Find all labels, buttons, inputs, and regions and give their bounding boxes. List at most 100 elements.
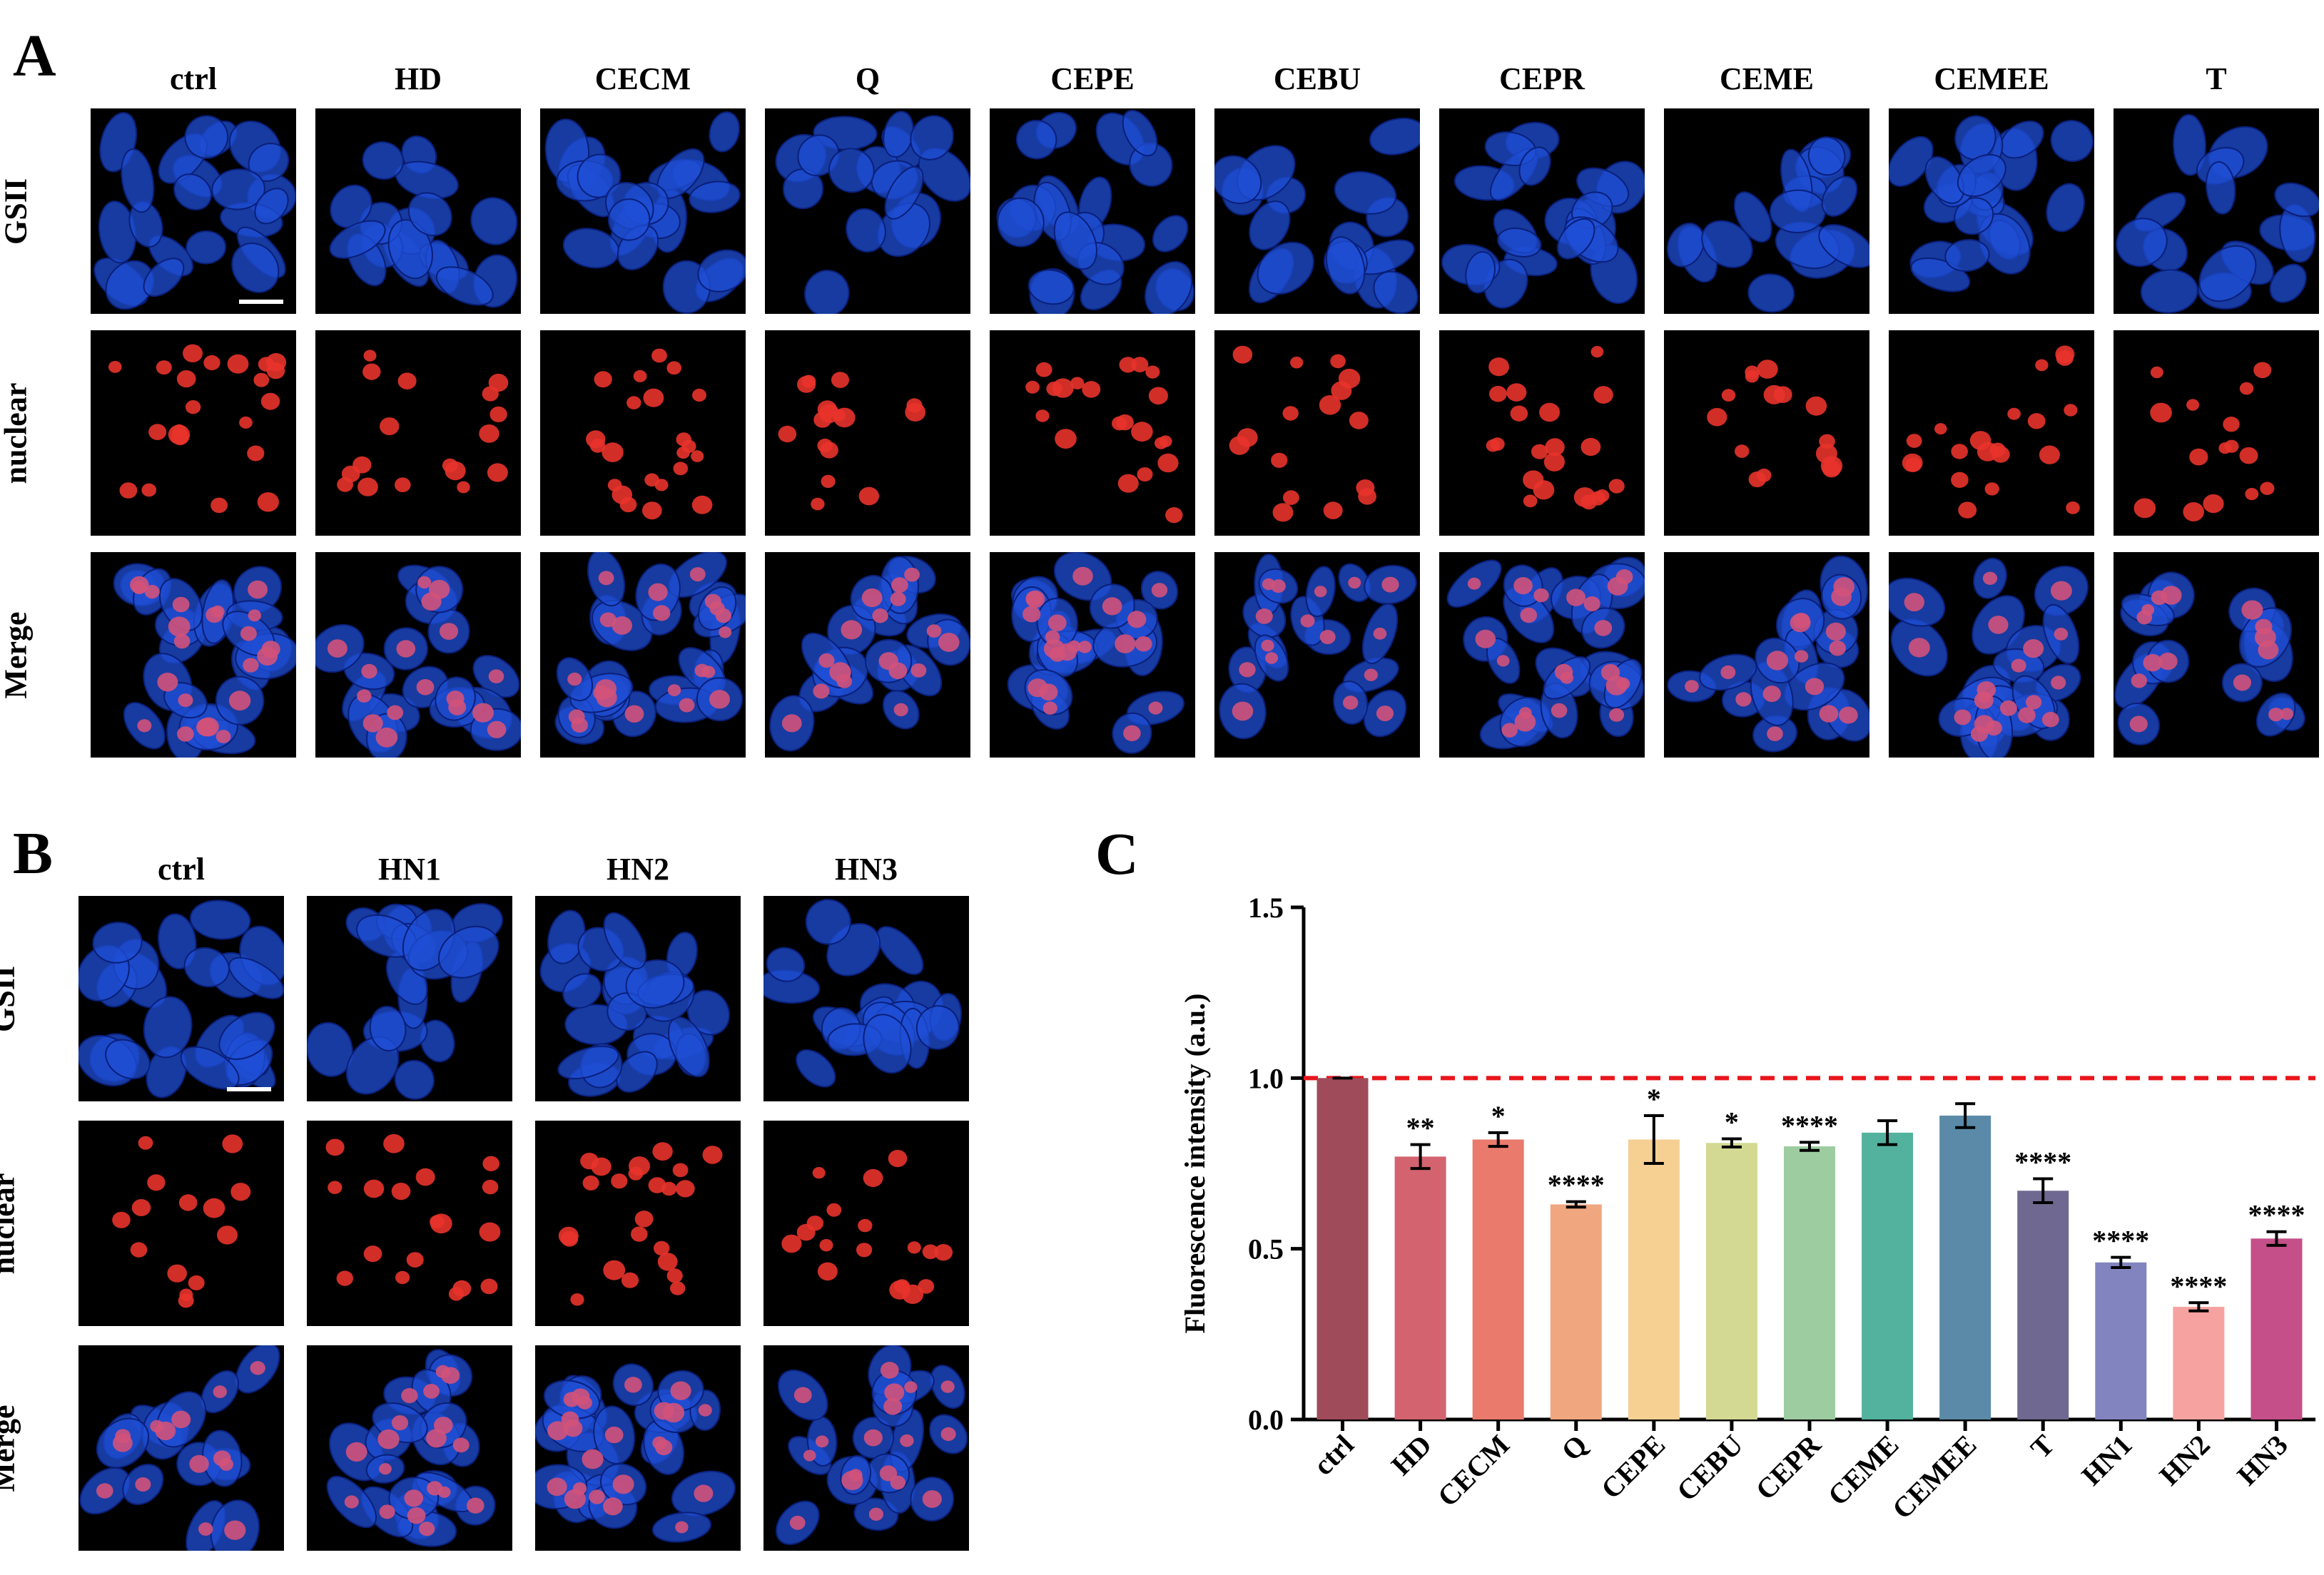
micrograph-tile bbox=[78, 896, 284, 1101]
micrograph-tile bbox=[78, 1345, 284, 1551]
micrograph-tile bbox=[1664, 330, 1869, 536]
bar bbox=[2251, 1238, 2303, 1419]
micrograph-tile bbox=[763, 1345, 969, 1551]
column-label: ctrl bbox=[170, 61, 217, 96]
micrograph-tile bbox=[540, 330, 746, 536]
x-tick-label: HN2 bbox=[2153, 1429, 2216, 1492]
column-label: T bbox=[2206, 61, 2227, 96]
micrograph-tile bbox=[535, 1121, 741, 1326]
column-label: ctrl bbox=[158, 852, 205, 887]
micrograph-tile bbox=[1439, 552, 1645, 758]
micrograph-tile bbox=[1889, 552, 2094, 758]
micrograph-tile bbox=[315, 552, 521, 758]
significance-label: **** bbox=[2014, 1146, 2071, 1178]
x-tick-label: HN1 bbox=[2075, 1429, 2138, 1492]
panel-letter-a: A bbox=[13, 23, 56, 89]
micrograph-tile bbox=[2114, 552, 2319, 758]
micrograph-tile bbox=[1664, 108, 1869, 314]
y-tick-label: 1.5 bbox=[1248, 892, 1284, 924]
micrograph-tile bbox=[91, 108, 296, 314]
column-label: HD bbox=[395, 61, 442, 96]
micrograph-tile bbox=[2114, 108, 2319, 314]
bar bbox=[1628, 1139, 1680, 1419]
column-label: CECM bbox=[594, 61, 691, 96]
bar bbox=[1862, 1132, 1914, 1419]
column-label: CEME bbox=[1720, 61, 1814, 96]
micrograph-tile bbox=[1889, 330, 2094, 536]
micrograph-tile bbox=[1214, 330, 1420, 536]
significance-label: **** bbox=[1548, 1169, 1605, 1201]
bar bbox=[1550, 1204, 1602, 1419]
micrograph-tile bbox=[540, 552, 746, 758]
column-label: HN3 bbox=[835, 852, 898, 887]
micrograph-tile bbox=[1664, 552, 1869, 758]
panel-letter-c: C bbox=[1095, 821, 1139, 887]
micrograph-tile bbox=[765, 552, 970, 758]
x-tick-label: ctrl bbox=[1307, 1429, 1360, 1482]
micrograph-tile bbox=[1214, 108, 1420, 314]
micrograph-tile bbox=[763, 1121, 969, 1326]
significance-label: **** bbox=[2248, 1199, 2305, 1231]
column-label: Q bbox=[855, 61, 881, 96]
bar bbox=[1784, 1146, 1835, 1419]
significance-label: * bbox=[1491, 1100, 1506, 1132]
bar bbox=[2095, 1262, 2147, 1419]
scale-bar bbox=[227, 1087, 271, 1091]
x-tick-label: CEPE bbox=[1595, 1429, 1671, 1505]
bar bbox=[1939, 1115, 1991, 1419]
y-tick-label: 1.0 bbox=[1248, 1062, 1284, 1094]
column-label: CEBU bbox=[1273, 61, 1361, 96]
significance-label: **** bbox=[1781, 1109, 1838, 1141]
significance-label: **** bbox=[2170, 1270, 2227, 1302]
bar bbox=[1705, 1143, 1757, 1419]
micrograph-tile bbox=[315, 330, 521, 536]
micrograph-tile bbox=[535, 1345, 741, 1551]
x-tick-label: CEMEE bbox=[1886, 1429, 1983, 1526]
micrograph-tile bbox=[307, 896, 512, 1101]
bar bbox=[1472, 1139, 1524, 1419]
micrograph-tile bbox=[765, 330, 970, 536]
micrograph-tile bbox=[1439, 108, 1645, 314]
micrograph-tile bbox=[540, 108, 746, 314]
significance-label: **** bbox=[2092, 1225, 2149, 1257]
micrograph-tile bbox=[78, 1121, 284, 1326]
x-tick-label: CECM bbox=[1431, 1429, 1516, 1513]
x-tick-label: T bbox=[2024, 1428, 2061, 1464]
bar bbox=[1394, 1156, 1446, 1419]
column-label: CEPR bbox=[1499, 61, 1585, 96]
micrograph-tile bbox=[307, 1121, 512, 1326]
x-tick-label: HD bbox=[1385, 1429, 1438, 1482]
panel-letter-b: B bbox=[13, 820, 54, 887]
micrograph-tile bbox=[765, 108, 970, 314]
column-label: CEMEE bbox=[1934, 61, 2049, 96]
scale-bar bbox=[239, 300, 283, 304]
x-tick-label: CEPR bbox=[1750, 1428, 1828, 1507]
significance-label: * bbox=[1725, 1106, 1739, 1138]
x-tick-label: HN3 bbox=[2231, 1429, 2293, 1492]
x-tick-label: CEBU bbox=[1670, 1429, 1749, 1507]
y-tick-label: 0.5 bbox=[1248, 1233, 1284, 1265]
bar bbox=[1316, 1078, 1369, 1419]
micrograph-tile bbox=[1889, 108, 2094, 314]
column-label: CEPE bbox=[1050, 61, 1135, 96]
micrograph-tile bbox=[1439, 330, 1645, 536]
x-tick-label: Q bbox=[1555, 1429, 1593, 1467]
micrograph-tile bbox=[315, 108, 521, 314]
micrograph-tile bbox=[763, 896, 969, 1101]
micrograph-tile bbox=[2114, 330, 2319, 536]
y-axis-label: Fluorescence intensity (a.u.) bbox=[1179, 994, 1211, 1334]
micrograph-tile bbox=[535, 896, 741, 1101]
micrograph-tile bbox=[990, 552, 1195, 758]
micrograph-tile bbox=[990, 108, 1195, 314]
bar bbox=[2017, 1191, 2069, 1419]
column-label: HN2 bbox=[607, 852, 669, 887]
bar bbox=[2173, 1307, 2225, 1419]
micrograph-tile bbox=[1214, 552, 1420, 758]
micrograph-tile bbox=[307, 1345, 512, 1551]
micrograph-tile bbox=[990, 330, 1195, 536]
micrograph-tile bbox=[91, 552, 296, 758]
micrograph-tile bbox=[91, 330, 296, 536]
significance-label: ** bbox=[1406, 1112, 1435, 1144]
column-label: HN1 bbox=[378, 852, 441, 887]
